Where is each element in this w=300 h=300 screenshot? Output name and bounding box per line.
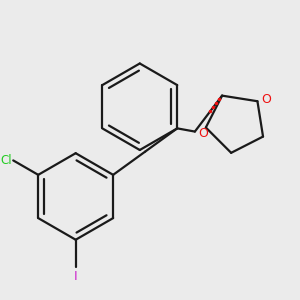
Text: I: I <box>74 270 77 283</box>
Text: Cl: Cl <box>0 154 12 167</box>
Text: O: O <box>199 127 208 140</box>
Text: O: O <box>261 93 271 106</box>
